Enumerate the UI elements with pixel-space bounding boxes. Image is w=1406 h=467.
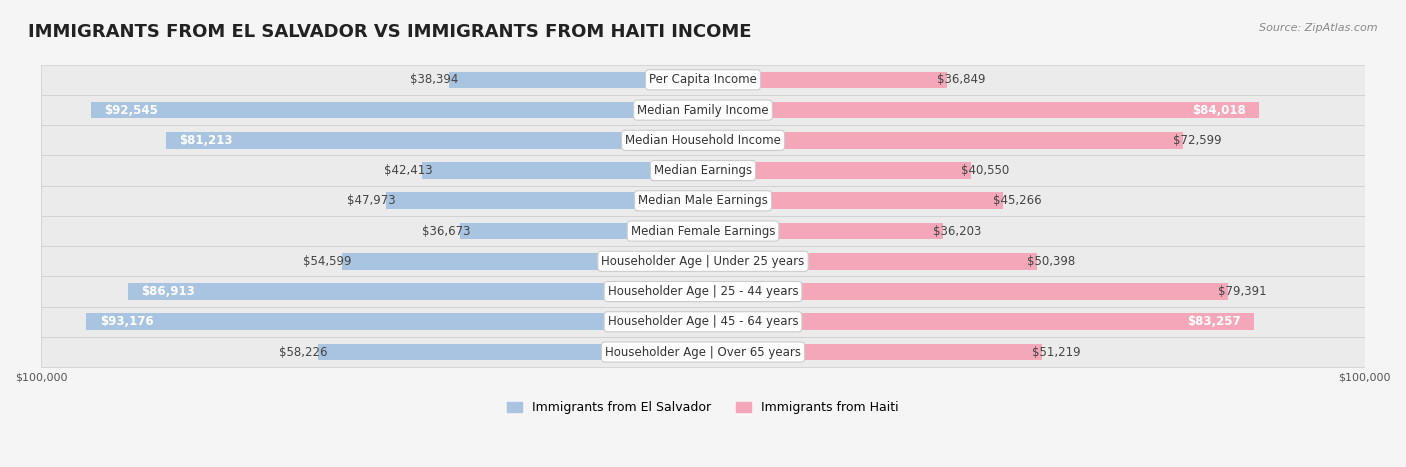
Bar: [86, 313, 703, 330]
Text: $38,394: $38,394: [411, 73, 458, 86]
Bar: [342, 253, 703, 269]
Text: $86,913: $86,913: [141, 285, 195, 298]
Text: $47,973: $47,973: [347, 194, 395, 207]
FancyBboxPatch shape: [41, 65, 1365, 95]
Bar: [166, 132, 703, 149]
FancyBboxPatch shape: [41, 125, 1365, 156]
FancyBboxPatch shape: [41, 246, 1365, 276]
FancyBboxPatch shape: [41, 186, 1365, 216]
Text: $92,545: $92,545: [104, 104, 157, 117]
Text: Source: ZipAtlas.com: Source: ZipAtlas.com: [1260, 23, 1378, 33]
FancyBboxPatch shape: [41, 95, 1365, 125]
Text: $40,550: $40,550: [962, 164, 1010, 177]
Text: Median Earnings: Median Earnings: [654, 164, 752, 177]
Bar: [318, 344, 703, 361]
Text: $54,599: $54,599: [304, 255, 352, 268]
Text: Householder Age | 45 - 64 years: Householder Age | 45 - 64 years: [607, 315, 799, 328]
Text: $36,673: $36,673: [422, 225, 470, 238]
Text: IMMIGRANTS FROM EL SALVADOR VS IMMIGRANTS FROM HAITI INCOME: IMMIGRANTS FROM EL SALVADOR VS IMMIGRANT…: [28, 23, 752, 42]
FancyBboxPatch shape: [41, 307, 1365, 337]
FancyBboxPatch shape: [41, 276, 1365, 307]
Text: $42,413: $42,413: [384, 164, 432, 177]
Text: Householder Age | Under 25 years: Householder Age | Under 25 years: [602, 255, 804, 268]
Bar: [703, 192, 1002, 209]
Text: Median Household Income: Median Household Income: [626, 134, 780, 147]
Text: Householder Age | Over 65 years: Householder Age | Over 65 years: [605, 346, 801, 359]
FancyBboxPatch shape: [41, 216, 1365, 246]
Text: Median Female Earnings: Median Female Earnings: [631, 225, 775, 238]
Text: $81,213: $81,213: [179, 134, 232, 147]
Text: Per Capita Income: Per Capita Income: [650, 73, 756, 86]
Bar: [128, 283, 703, 300]
Text: $58,226: $58,226: [280, 346, 328, 359]
Text: Median Family Income: Median Family Income: [637, 104, 769, 117]
Bar: [422, 162, 703, 179]
Text: $45,266: $45,266: [993, 194, 1042, 207]
Text: $83,257: $83,257: [1187, 315, 1240, 328]
Bar: [449, 71, 703, 88]
Bar: [703, 102, 1258, 119]
FancyBboxPatch shape: [41, 156, 1365, 186]
Bar: [703, 313, 1254, 330]
Text: $72,599: $72,599: [1174, 134, 1222, 147]
Bar: [703, 253, 1036, 269]
Bar: [703, 344, 1042, 361]
Bar: [90, 102, 703, 119]
Text: $93,176: $93,176: [100, 315, 153, 328]
Text: $79,391: $79,391: [1219, 285, 1267, 298]
Text: Median Male Earnings: Median Male Earnings: [638, 194, 768, 207]
Bar: [703, 132, 1184, 149]
Bar: [703, 71, 946, 88]
Text: $50,398: $50,398: [1026, 255, 1074, 268]
Bar: [703, 283, 1229, 300]
Legend: Immigrants from El Salvador, Immigrants from Haiti: Immigrants from El Salvador, Immigrants …: [502, 396, 904, 419]
Text: $51,219: $51,219: [1032, 346, 1081, 359]
FancyBboxPatch shape: [41, 337, 1365, 367]
Text: $36,849: $36,849: [936, 73, 986, 86]
Bar: [703, 223, 942, 240]
Text: Householder Age | 25 - 44 years: Householder Age | 25 - 44 years: [607, 285, 799, 298]
Bar: [703, 162, 972, 179]
Bar: [385, 192, 703, 209]
Text: $84,018: $84,018: [1192, 104, 1246, 117]
Text: $36,203: $36,203: [932, 225, 981, 238]
Bar: [460, 223, 703, 240]
